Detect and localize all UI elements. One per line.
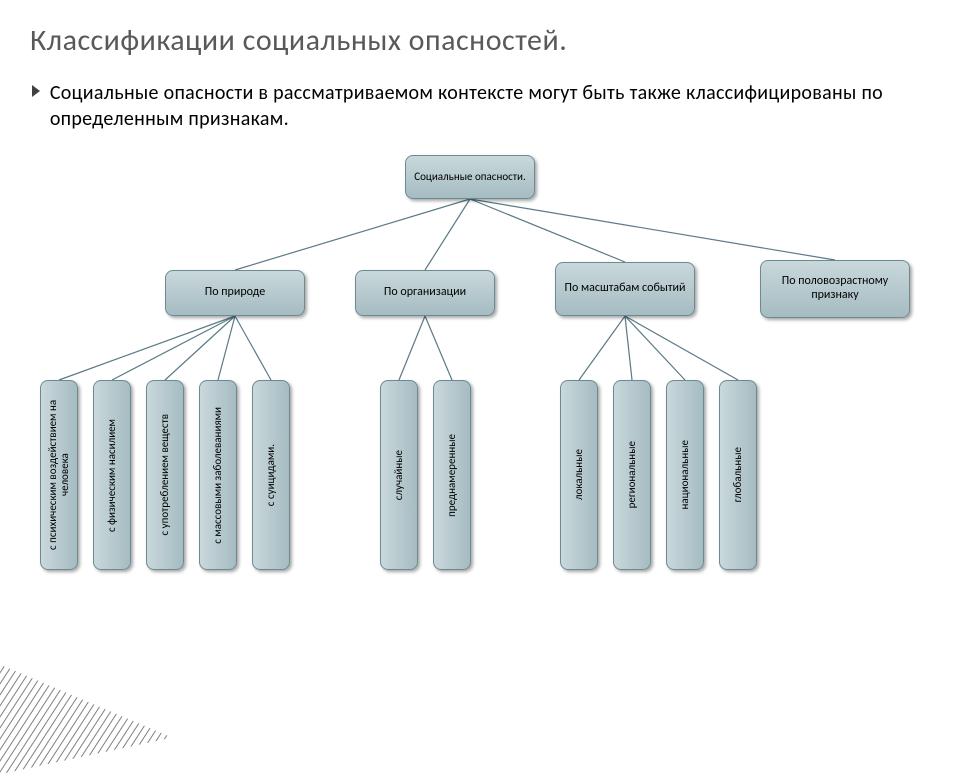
leaf-nature-1: с физическим насилием	[93, 380, 131, 570]
leaf-label: с массовыми заболеваниями	[212, 407, 224, 544]
leaf-nature-2: с употреблением веществ	[146, 380, 184, 570]
node-root: Социальные опасности.	[405, 155, 535, 199]
node-label: По масштабам событий	[565, 282, 686, 296]
leaf-nature-4: с суицидами.	[252, 380, 290, 570]
node-label: По организации	[384, 286, 466, 300]
leaf-nature-3: с массовыми заболеваниями	[199, 380, 237, 570]
leaf-label: с суицидами.	[265, 444, 277, 506]
node-org: По организации	[355, 270, 495, 316]
leaf-label: преднамеренные	[446, 434, 458, 517]
leaf-label: случайные	[393, 450, 405, 500]
node-scale: По масштабам событий	[555, 262, 695, 316]
leaf-scale-0: локальные	[560, 380, 598, 570]
bullet-icon	[30, 84, 40, 98]
node-root-label: Социальные опасности.	[414, 171, 526, 184]
node-label: По природе	[205, 286, 265, 300]
node-nature: По природе	[165, 270, 305, 316]
leaf-label: с употреблением веществ	[159, 414, 171, 536]
leaf-label: глобальные	[732, 447, 744, 502]
leaf-label: национальные	[679, 440, 691, 509]
node-label: По половозрастному признаку	[765, 275, 905, 303]
leaf-scale-2: национальные	[666, 380, 704, 570]
leaf-label: локальные	[573, 449, 585, 500]
leaf-label: с психическим воздействием на человека	[47, 385, 71, 565]
page-title: Классификации социальных опасностей.	[30, 22, 567, 59]
bullet-row: Социальные опасности в рассматриваемом к…	[30, 80, 930, 132]
leaf-label: с физическим насилием	[106, 419, 118, 532]
node-demo: По половозрастному признаку	[760, 260, 910, 318]
corner-hatch	[0, 601, 172, 779]
leaf-nature-0: с психическим воздействием на человека	[40, 380, 78, 570]
leaf-org-0: случайные	[380, 380, 418, 570]
bullet-text: Социальные опасности в рассматриваемом к…	[50, 80, 930, 132]
leaf-scale-3: глобальные	[719, 380, 757, 570]
leaf-org-1: преднамеренные	[433, 380, 471, 570]
leaf-label: региональные	[626, 441, 638, 508]
leaf-scale-1: региональные	[613, 380, 651, 570]
